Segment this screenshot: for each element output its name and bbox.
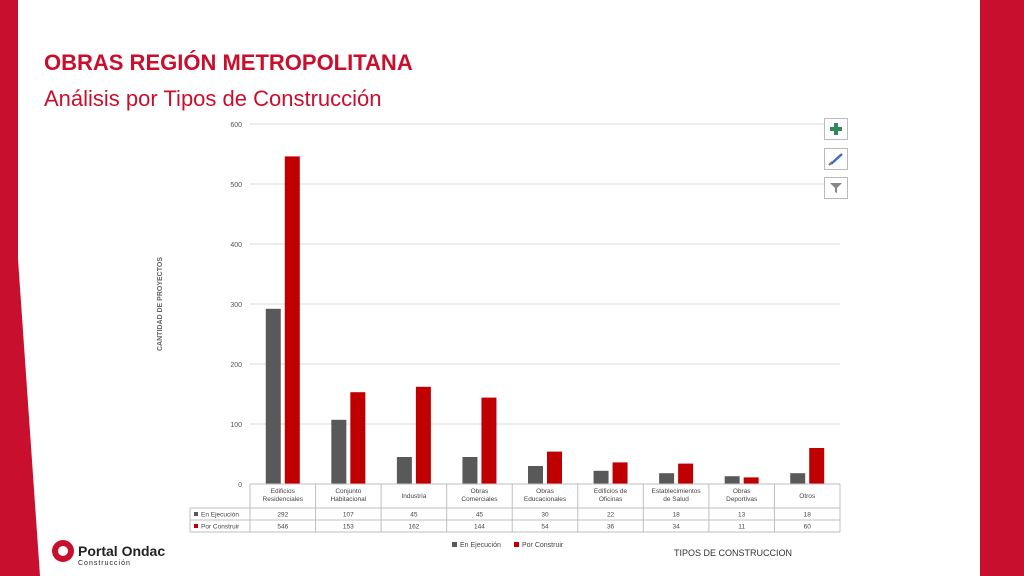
bar-por-construir bbox=[612, 462, 628, 484]
data-label: 18 bbox=[672, 512, 680, 519]
y-tick-label: 200 bbox=[230, 362, 242, 369]
x-tick-label: Obras bbox=[733, 488, 751, 495]
data-label: 11 bbox=[738, 524, 745, 531]
x-tick-label: Industria bbox=[401, 493, 426, 500]
data-label: 292 bbox=[277, 512, 288, 519]
bar-chart: 0 100 200 300 400 500 600 CANTIDAD DE PROYECTOS… bbox=[157, 122, 841, 549]
bar-por-construir bbox=[678, 463, 694, 484]
x-tick-label: Habitacional bbox=[330, 496, 366, 503]
x-tick-label: Deportivas bbox=[726, 496, 758, 503]
brand-name: Portal Ondac bbox=[78, 543, 166, 559]
bar-por-construir bbox=[284, 156, 300, 484]
legend-key bbox=[452, 542, 457, 547]
bar-en-ejecucion bbox=[659, 473, 675, 484]
y-tick-label: 0 bbox=[238, 482, 242, 489]
data-label: 107 bbox=[343, 512, 354, 519]
x-tick-label: Comerciales bbox=[461, 496, 498, 503]
data-label: 45 bbox=[410, 512, 418, 519]
x-tick-label: Obras bbox=[471, 488, 489, 495]
bar-por-construir bbox=[547, 451, 562, 484]
bar-por-construir bbox=[415, 386, 431, 484]
x-tick-label: Residenciales bbox=[263, 496, 304, 503]
x-tick-label: Obras bbox=[536, 488, 554, 495]
bar-en-ejecucion bbox=[790, 473, 806, 484]
table-series-name: Por Construir bbox=[201, 524, 240, 531]
chart-style-button[interactable] bbox=[824, 148, 848, 170]
y-axis-title: CANTIDAD DE PROYECTOS bbox=[157, 257, 164, 351]
data-label: 153 bbox=[343, 524, 354, 531]
filter-icon bbox=[830, 183, 842, 193]
data-label: 162 bbox=[408, 524, 419, 531]
brand-logo: Portal Ondac Construcción bbox=[52, 540, 166, 567]
bar-por-construir bbox=[743, 477, 759, 484]
slide-title: OBRAS REGIÓN METROPOLITANA bbox=[44, 50, 413, 75]
bar-en-ejecucion bbox=[331, 419, 347, 484]
data-label: 54 bbox=[541, 524, 549, 531]
x-tick-label: Otros bbox=[799, 493, 816, 500]
brand-sub: Construcción bbox=[78, 560, 131, 567]
data-label: 546 bbox=[277, 524, 288, 531]
x-axis-title: TIPOS DE CONSTRUCCION bbox=[674, 548, 793, 558]
x-tick-label: Establecimientos bbox=[652, 488, 702, 495]
y-tick-label: 400 bbox=[230, 242, 242, 249]
data-label: 45 bbox=[476, 512, 484, 519]
right-red-band-slant bbox=[980, 0, 994, 576]
bar-en-ejecucion bbox=[265, 308, 281, 484]
data-label: 34 bbox=[672, 524, 680, 531]
data-label: 60 bbox=[804, 524, 812, 531]
bar-en-ejecucion bbox=[396, 457, 412, 484]
data-label: 18 bbox=[804, 512, 812, 519]
legend-label: En Ejecución bbox=[460, 542, 501, 549]
bar-en-ejecucion bbox=[724, 476, 740, 484]
x-tick-label: Edificios de bbox=[594, 488, 628, 495]
logo-icon bbox=[52, 540, 74, 562]
x-tick-label: Conjunto bbox=[335, 488, 361, 495]
legend-label: Por Construir bbox=[522, 542, 564, 549]
bar-por-construir bbox=[350, 392, 366, 484]
slide-subtitle: Análisis por Tipos de Construcción bbox=[44, 86, 382, 111]
x-tick-label: de Salud bbox=[663, 496, 689, 503]
y-tick-label: 600 bbox=[230, 122, 242, 129]
y-tick-label: 300 bbox=[230, 302, 242, 309]
chart-filter-button[interactable] bbox=[824, 177, 848, 199]
data-label: 22 bbox=[607, 512, 615, 519]
y-tick-label: 100 bbox=[230, 422, 242, 429]
data-label: 36 bbox=[607, 524, 615, 531]
bar-en-ejecucion bbox=[593, 470, 609, 484]
y-tick-label: 500 bbox=[230, 182, 242, 189]
add-chart-element-button[interactable] bbox=[824, 118, 848, 140]
plus-icon bbox=[830, 123, 842, 135]
x-tick-label: Educacionales bbox=[524, 496, 567, 503]
data-label: 144 bbox=[474, 524, 485, 531]
bar-en-ejecucion bbox=[462, 457, 478, 484]
bar-en-ejecucion bbox=[528, 466, 543, 484]
table-legend-key bbox=[194, 524, 198, 528]
data-label: 13 bbox=[738, 512, 746, 519]
data-label: 30 bbox=[541, 512, 549, 519]
table-legend-key bbox=[194, 512, 198, 516]
brush-icon bbox=[828, 153, 843, 166]
left-red-band-slant bbox=[0, 0, 40, 576]
bar-por-construir bbox=[481, 397, 497, 484]
x-tick-label: Oficinas bbox=[599, 496, 623, 503]
legend-key bbox=[514, 542, 519, 547]
x-tick-label: Edificios bbox=[271, 488, 296, 495]
table-series-name: En Ejecución bbox=[201, 512, 239, 519]
bar-por-construir bbox=[809, 448, 825, 484]
